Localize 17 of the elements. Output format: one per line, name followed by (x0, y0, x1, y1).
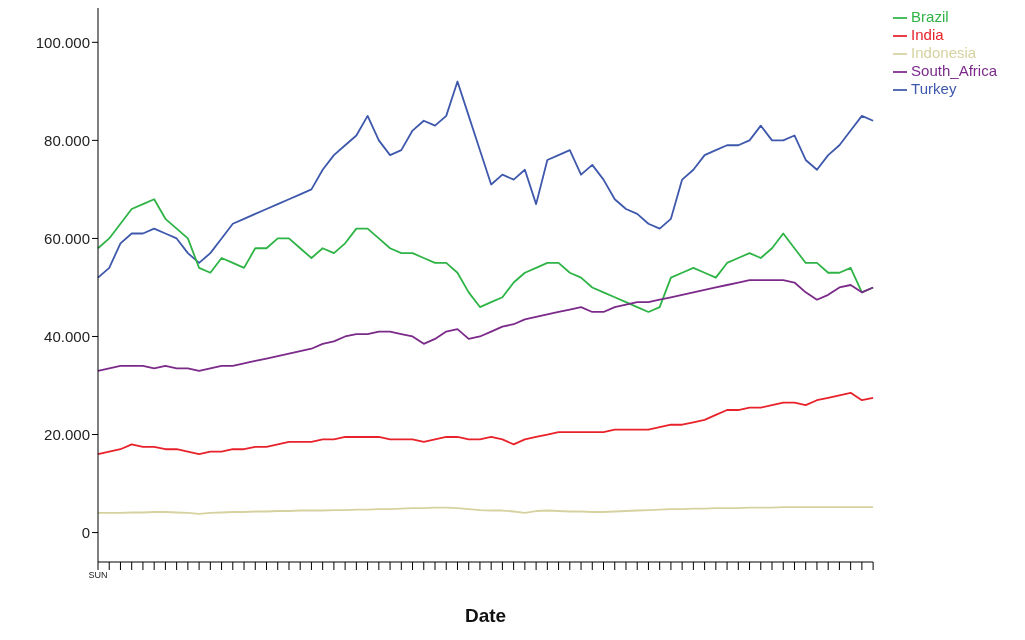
line-series (97, 506, 875, 515)
line-series (97, 279, 875, 372)
y-tick-label: 100.000 (35, 33, 90, 51)
y-tick-label: 80.000 (44, 131, 90, 149)
legend-label: India (911, 26, 944, 43)
x-axis-title: Date (464, 605, 507, 626)
legend-label: Indonesia (911, 44, 977, 61)
y-tick-label: 40.000 (44, 327, 90, 345)
line-series (97, 391, 875, 456)
y-tick-label: 0 (81, 523, 90, 541)
legend-label: Turkey (911, 80, 957, 97)
legend-label: Brazil (911, 8, 949, 25)
x-tick-label: SUN (88, 570, 108, 581)
y-tick-label: 60.000 (44, 229, 90, 247)
y-tick-label: 20.000 (44, 425, 90, 443)
legend-label: South_Africa (911, 62, 997, 79)
line-series (97, 80, 875, 279)
